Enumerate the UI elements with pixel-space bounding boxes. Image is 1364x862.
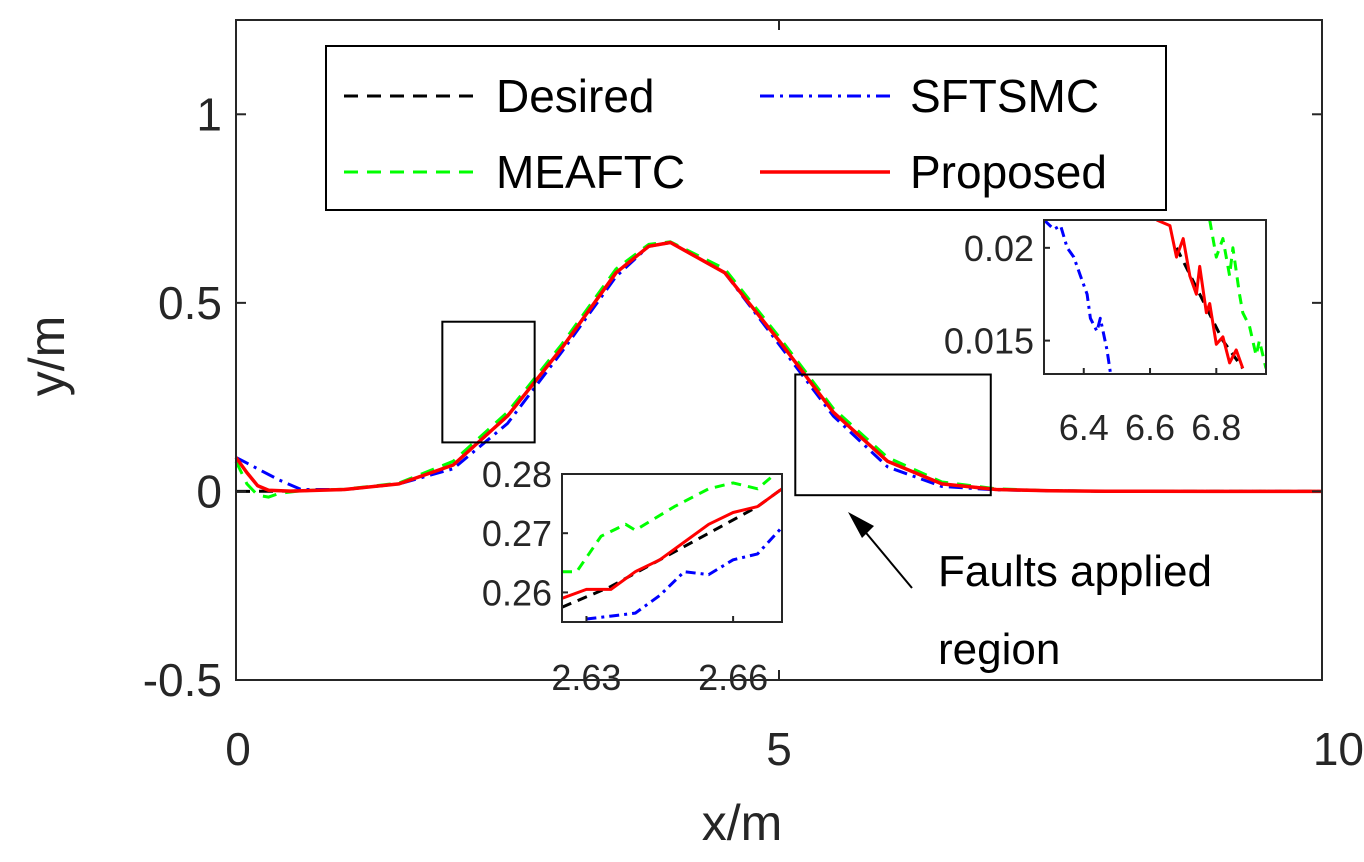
zoom-box-1 — [441, 320, 536, 444]
y-tick-label: 0.5 — [158, 277, 222, 329]
zoom-boxes — [441, 320, 992, 497]
annotation-line-1: Faults applied — [938, 547, 1212, 596]
legend-label-sftsmc: SFTSMC — [910, 70, 1099, 122]
inset-series-line-meaftc — [562, 474, 778, 574]
legend-label-proposed: Proposed — [910, 146, 1107, 198]
x-tick-label: 5 — [766, 723, 792, 775]
inset-y-tick-label: 0.28 — [482, 454, 552, 495]
main-ticks: 0 5 10-0.500.51 — [143, 20, 1364, 775]
x-tick-label: 10 — [1313, 723, 1364, 775]
inset-zoom-right: 6.4 6.6 6.8 0.015 0.02 — [944, 219, 1267, 448]
faults-annotation: Faults applied region — [848, 512, 1212, 674]
inset-zoom-left: 2.63 2.66 0.26 0.27 0.28 — [482, 454, 783, 698]
zoom-box-2 — [794, 373, 992, 497]
legend: Desired SFTSMC MEAFTC Proposed — [325, 45, 1167, 211]
inset-series — [1044, 220, 1266, 373]
inset-y-tick-label: 0.015 — [944, 321, 1034, 362]
inset-series-line-proposed — [1156, 220, 1245, 369]
inset-x-tick-label: 2.63 — [551, 657, 621, 698]
y-tick-label: -0.5 — [143, 654, 222, 706]
y-tick-label: 1 — [196, 88, 222, 140]
inset-background — [561, 473, 783, 623]
inset-x-tick-label: 6.8 — [1191, 407, 1241, 448]
x-tick-label: 0 — [225, 723, 251, 775]
inset-series-line-sftsmc — [586, 526, 782, 621]
y-tick-label: 0 — [196, 465, 222, 517]
legend-box — [325, 45, 1167, 211]
inset-y-tick-label: 0.02 — [964, 228, 1034, 269]
legend-label-meaftc: MEAFTC — [496, 146, 685, 198]
annotation-arrow-shaft — [861, 527, 913, 589]
inset-series — [562, 474, 782, 621]
inset-x-tick-label: 6.4 — [1059, 407, 1109, 448]
annotation-line-2: region — [938, 625, 1060, 674]
inset-x-tick-label: 6.6 — [1125, 407, 1175, 448]
inset-y-tick-label: 0.26 — [482, 572, 552, 613]
x-axis-title: x/m — [702, 795, 783, 851]
inset-y-tick-label: 0.27 — [482, 513, 552, 554]
y-axis-title: y/m — [19, 316, 75, 397]
inset-frame — [561, 473, 783, 623]
inset-x-tick-label: 2.66 — [698, 657, 768, 698]
inset-series-line-meaftc — [1208, 220, 1266, 369]
inset-series-line-sftsmc — [1044, 220, 1112, 373]
inset-series-line-proposed — [562, 487, 782, 600]
annotation-arrowhead — [848, 512, 874, 538]
inset-background — [1043, 219, 1267, 375]
series-line-proposed — [234, 240, 1322, 494]
main-plot-series — [234, 240, 1322, 499]
legend-label-desired: Desired — [496, 70, 655, 122]
inset-frame — [1043, 219, 1267, 375]
